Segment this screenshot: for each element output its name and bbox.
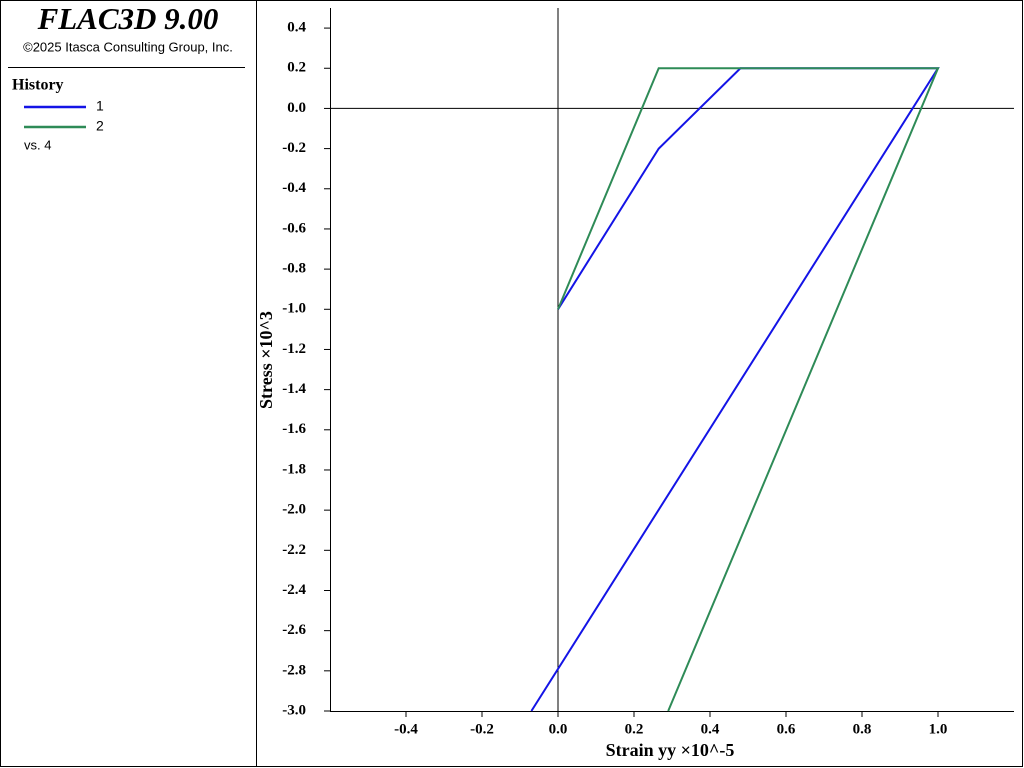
- y-tick-label: -0.4: [282, 180, 306, 196]
- y-tick-label: -1.4: [282, 381, 306, 397]
- legend-label: 2: [96, 118, 104, 134]
- y-tick-label: -3.0: [282, 702, 306, 718]
- legend: 12: [24, 98, 104, 134]
- y-tick-label: -1.8: [282, 461, 306, 477]
- legend-title: History: [12, 77, 64, 94]
- y-tick-label: 0.4: [287, 20, 306, 36]
- x-axis-label: Strain yy ×10^-5: [606, 740, 735, 760]
- x-tick-label: 1.0: [929, 721, 948, 737]
- x-tick-label: 0.4: [701, 721, 720, 737]
- series-line: [557, 67, 940, 712]
- x-tick-label: -0.2: [470, 721, 494, 737]
- legend-label: 1: [96, 98, 104, 114]
- y-tick-label: 0.0: [287, 100, 306, 116]
- y-tick-label: -2.6: [282, 622, 306, 638]
- y-tick-label: -1.2: [282, 341, 306, 357]
- x-tick-label: 0.8: [853, 721, 872, 737]
- x-tick-label: 0.2: [625, 721, 644, 737]
- y-tick-label: -1.6: [282, 421, 306, 437]
- y-tick-label: -2.8: [282, 662, 306, 678]
- y-axis-label: Stress ×10^3: [256, 311, 276, 409]
- y-tick-label: -0.8: [282, 261, 306, 277]
- legend-footer: vs. 4: [24, 137, 51, 152]
- y-tick-label: -1.0: [282, 301, 306, 317]
- y-tick-label: -2.4: [282, 582, 306, 598]
- app-title: FLAC3D 9.00: [37, 1, 219, 36]
- x-tick-label: -0.4: [394, 721, 418, 737]
- y-tick-label: -2.2: [282, 542, 306, 558]
- copyright: ©2025 Itasca Consulting Group, Inc.: [23, 39, 233, 54]
- y-tick-label: 0.2: [287, 60, 306, 76]
- x-tick-label: 0.6: [777, 721, 796, 737]
- y-tick-label: -2.0: [282, 502, 306, 518]
- plot: [330, 8, 1014, 712]
- y-tick-label: -0.2: [282, 140, 306, 156]
- x-tick-label: 0.0: [549, 721, 568, 737]
- y-tick-label: -0.6: [282, 220, 306, 236]
